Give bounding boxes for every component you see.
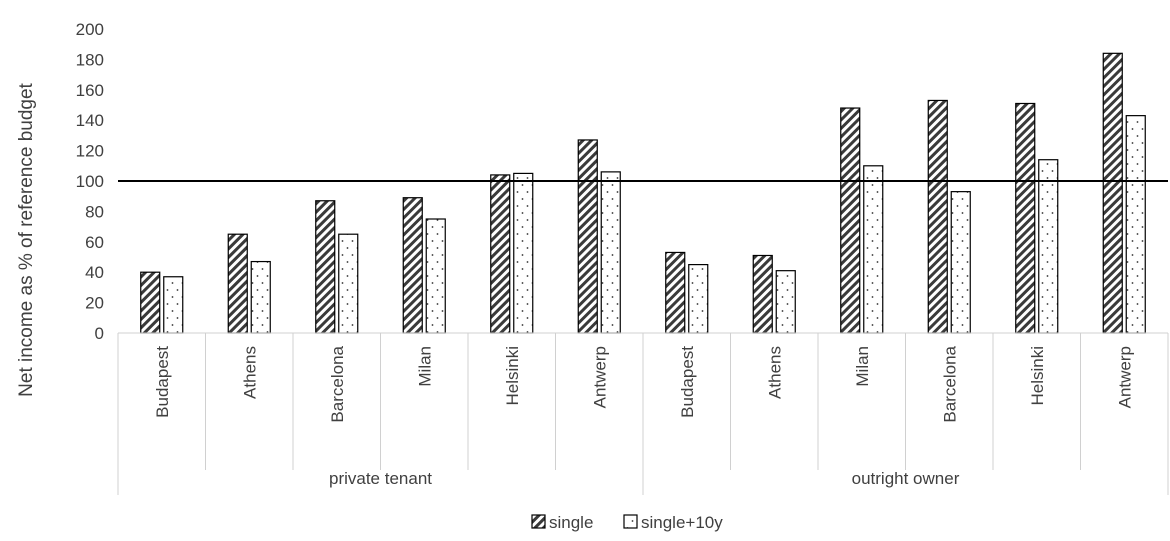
legend-label: single+10y [641,513,723,532]
category-label: Helsinki [503,346,522,406]
y-tick-label: 80 [85,202,104,221]
category-label: Budapest [678,346,697,418]
legend-swatch [531,514,546,529]
legend: single single+10y [531,513,723,532]
bar-single-10y [688,264,709,334]
y-tick-label: 120 [76,142,104,161]
bar-single [840,107,861,334]
category-label: Budapest [153,346,172,418]
y-tick-label: 160 [76,81,104,100]
bar-single-10y [338,233,359,334]
bar-single [227,233,248,334]
bar-single [402,197,423,334]
category-label: Antwerp [590,346,609,408]
bar-single [752,254,773,334]
y-tick-label: 40 [85,263,104,282]
bar-single [927,99,948,334]
bar-single [490,174,511,334]
bar-single [1015,102,1036,334]
y-axis-title: Net income as % of reference budget [16,82,37,396]
bar-single [665,251,686,334]
bar-single [140,271,161,334]
category-label: Athens [765,346,784,399]
bar-single-10y [1125,115,1146,334]
y-tick-label: 20 [85,294,104,313]
y-tick-label: 180 [76,50,104,69]
group-label: outright owner [852,469,960,488]
bar-single-10y [950,191,971,334]
bar-single-10y [863,165,884,334]
category-label: Antwerp [1115,346,1134,408]
bar-single-10y [1038,159,1059,334]
category-label: Helsinki [1028,346,1047,406]
category-label: Athens [240,346,259,399]
bars [140,52,1146,334]
y-tick-label: 200 [76,20,104,39]
axes [117,180,1169,495]
bar-single-10y [513,172,534,334]
category-label: Barcelona [328,345,347,422]
category-label: Milan [415,346,434,387]
category-label: Barcelona [940,345,959,422]
y-tick-label: 0 [95,324,104,343]
bar-single [1102,52,1123,334]
bar-single-10y [163,276,184,334]
bar-single-10y [250,260,271,334]
y-tick-label: 60 [85,233,104,252]
y-axis-ticks: 0 20 40 60 80 100 120 140 160 180 200 [76,20,104,343]
group-label: private tenant [329,469,432,488]
bar-single-10y [425,218,446,334]
legend-label: single [549,513,593,532]
legend-swatch [623,514,638,529]
y-tick-label: 140 [76,111,104,130]
bar-single [577,139,598,334]
category-label: Milan [853,346,872,387]
y-tick-label: 100 [76,172,104,191]
category-labels: Budapest Athens Barcelona Milan Helsinki Antw… [153,345,1135,488]
bar-single [315,200,336,334]
bar-single-10y [600,171,621,334]
bar-single-10y [775,270,796,334]
